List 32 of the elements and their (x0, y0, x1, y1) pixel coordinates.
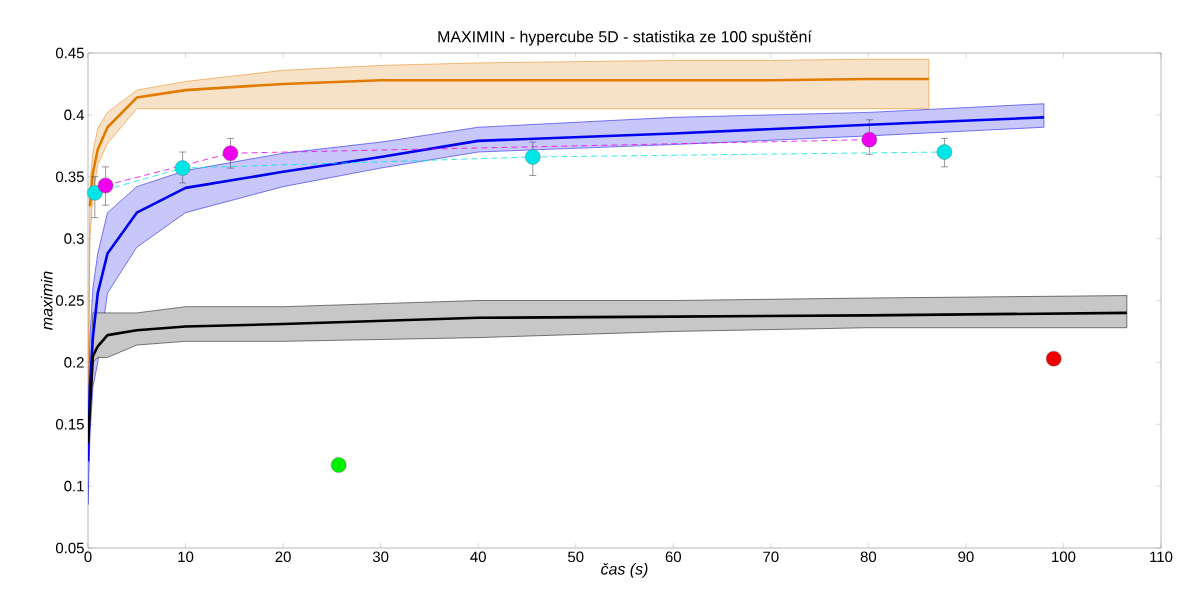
y-tick-label: 0.1 (64, 480, 84, 492)
point (936, 144, 953, 160)
y-tick-label: 0.25 (55, 295, 84, 306)
x-tick-label: 0 (84, 551, 92, 563)
chart-title: MAXIMIN - hypercube 5D - statistika ze 100 spuštění (438, 30, 812, 46)
point (525, 149, 541, 165)
point (222, 145, 239, 161)
x-tick-label: 40 (470, 551, 486, 563)
x-tick-label: 10 (178, 551, 194, 563)
x-tick-label: 100 (1052, 551, 1076, 563)
y-tick-label: 0.05 (55, 542, 84, 554)
y-tick-label: 0.35 (55, 171, 84, 183)
x-tick-label: 110 (1150, 551, 1173, 563)
y-axis-title: maximin (40, 271, 53, 330)
x-tick-label: 90 (958, 551, 974, 563)
point (174, 160, 191, 176)
x-tick-label: 50 (568, 551, 584, 563)
y-tick-label: 0.3 (64, 233, 84, 244)
point (87, 185, 103, 201)
point (1046, 350, 1062, 367)
x-tick-label: 70 (763, 551, 779, 563)
x-tick-label: 80 (860, 551, 877, 563)
y-tick-label: 0.15 (55, 418, 84, 430)
x-axis-title: čas (s) (601, 562, 648, 578)
y-tick-label: 0.45 (55, 47, 84, 59)
x-tick-label: 60 (665, 551, 681, 563)
point (861, 131, 878, 148)
y-tick-label: 0.2 (64, 357, 84, 368)
x-tick-label: 20 (275, 551, 291, 563)
y-tick-label: 0.4 (64, 109, 85, 121)
x-tick-label: 30 (372, 551, 389, 563)
point (331, 457, 347, 473)
